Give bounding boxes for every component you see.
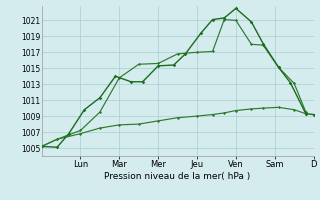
X-axis label: Pression niveau de la mer( hPa ): Pression niveau de la mer( hPa ) — [104, 172, 251, 181]
